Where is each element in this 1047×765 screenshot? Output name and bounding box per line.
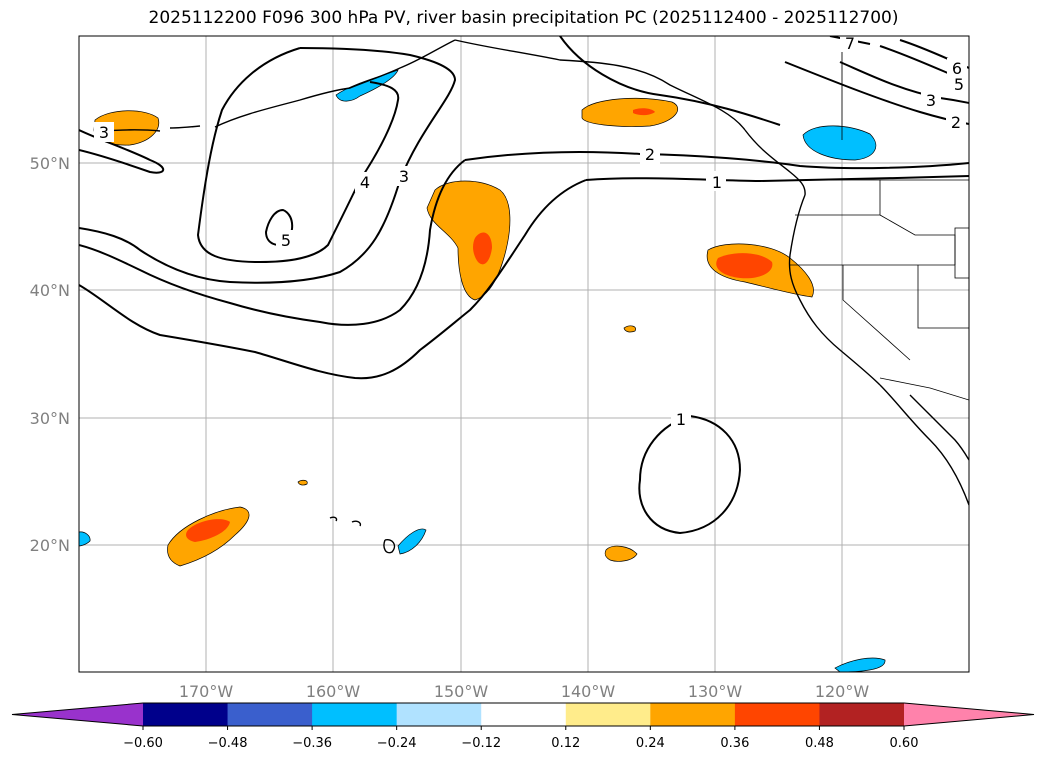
lat-label-40n: 40°N	[30, 281, 70, 300]
colorbar-segment	[819, 703, 905, 726]
lon-label-160w: 160°W	[306, 682, 361, 701]
colorbar-segment	[734, 703, 820, 726]
colorbar-extend-low	[12, 703, 143, 726]
contour-label-4: 4	[360, 173, 370, 192]
contour-1-arc	[79, 179, 587, 380]
border-us-mexico	[879, 377, 969, 401]
precip-blob-south	[604, 545, 638, 562]
precip-blob-negative-bc	[802, 125, 877, 161]
contour-label-2b: 2	[951, 113, 961, 132]
colorbar-tick-label: −0.48	[208, 736, 248, 751]
contour-4	[196, 47, 400, 264]
contour-label-6: 6	[952, 59, 962, 78]
colorbar-tick-label: 0.60	[890, 736, 919, 751]
lon-label-130w: 130°W	[688, 682, 743, 701]
contour-label-5b: 5	[954, 75, 964, 94]
colorbar-segment	[565, 703, 651, 726]
contour-label-1b: 1	[676, 410, 686, 429]
contour-label-3c: 3	[926, 91, 936, 110]
precip-blob-gulf-alaska	[581, 97, 678, 127]
coastline-us-west	[788, 194, 881, 386]
precip-blob-norcal-core	[716, 253, 773, 279]
coastline-bc	[744, 129, 806, 196]
colorbar: −0.60 −0.48 −0.36 −0.24 −0.12 0.12 0.24 0.36 0.4…	[11, 702, 1035, 751]
contour-3-loop	[79, 129, 165, 174]
colorbar-extend-high	[904, 703, 1034, 726]
pv-contours	[79, 36, 969, 535]
lat-label-50n: 50°N	[30, 154, 70, 173]
colorbar-tick-label: 0.12	[551, 736, 580, 751]
map-title: 2025112200 F096 300 hPa PV, river basin …	[148, 8, 899, 28]
precip-blob-small-2	[297, 479, 308, 486]
border-ca-nv	[917, 265, 969, 329]
lon-label-150w: 150°W	[434, 682, 489, 701]
contour-2-north	[464, 151, 969, 170]
contour-jet-1	[559, 36, 781, 126]
lat-label-30n: 30°N	[30, 409, 70, 428]
contour-5	[264, 208, 294, 246]
contour-label-7: 7	[845, 34, 855, 53]
colorbar-tick-label: −0.12	[461, 736, 501, 751]
colorbar-segment	[396, 703, 482, 726]
lon-label-140w: 140°W	[561, 682, 616, 701]
contour-label-5a: 5	[281, 231, 291, 250]
lon-label-120w: 120°W	[815, 682, 870, 701]
colorbar-tick-label: −0.36	[292, 736, 332, 751]
colorbar-segment	[481, 703, 567, 726]
colorbar-tick-label: 0.48	[805, 736, 834, 751]
lat-label-20n: 20°N	[30, 536, 70, 555]
colorbar-segment	[312, 703, 398, 726]
colorbar-segment	[227, 703, 313, 726]
latitude-labels: 50°N 40°N 30°N 20°N	[30, 154, 70, 555]
colorbar-tick-label: −0.60	[123, 736, 163, 751]
contour-label-3b: 3	[399, 167, 409, 186]
colorbar-tick-label: −0.24	[377, 736, 417, 751]
plot-frame	[78, 35, 970, 673]
contour-3-arc	[79, 47, 457, 284]
contour-2-arc	[79, 159, 466, 326]
colorbar-tick-label: 0.36	[720, 736, 749, 751]
coastline-gulf-california	[909, 394, 969, 461]
precip-blob-small-1	[623, 325, 636, 333]
island-hawaii-chain	[329, 516, 396, 554]
precip-blob-hawaii-west-core	[186, 519, 230, 542]
coastline-baja	[879, 384, 969, 506]
precip-blob-central-pacific-core	[473, 232, 492, 265]
colorbar-segment	[650, 703, 736, 726]
precip-blob-negative-alaska	[335, 69, 399, 102]
precip-blob-negative-dateline	[79, 531, 91, 547]
border-nv-ut	[954, 227, 969, 279]
contour-1-south	[638, 414, 742, 535]
contour-labels: 1 1 2 2 3 3 3 4 5 5 6 7	[94, 34, 969, 429]
contour-label-1a: 1	[712, 173, 722, 192]
contour-label-3a: 3	[99, 123, 109, 142]
contour-1-north	[585, 175, 969, 183]
precip-blob-gulf-alaska-core	[633, 108, 655, 116]
precipitation-shading	[79, 69, 886, 672]
border-ca-nv-diag	[842, 265, 911, 361]
colorbar-tick-label: 0.24	[636, 736, 665, 751]
colorbar-segment	[143, 703, 229, 726]
lon-label-170w: 170°W	[179, 682, 234, 701]
contour-label-2a: 2	[645, 145, 655, 164]
longitude-labels: 170°W 160°W 150°W 140°W 130°W 120°W	[179, 682, 870, 701]
precip-blob-negative-hawaii	[397, 528, 427, 555]
coastline-alaska-peninsula	[214, 39, 456, 128]
